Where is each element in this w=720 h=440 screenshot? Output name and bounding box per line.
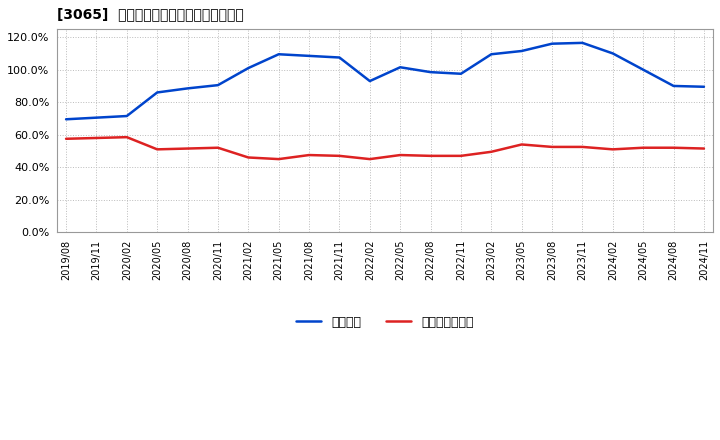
- 固定比率: [62, 117, 71, 122]
- 固定長期適合率: [122, 135, 131, 140]
- 固定比率: [608, 51, 617, 56]
- 固定長期適合率: [670, 145, 678, 150]
- 固定比率: [122, 114, 131, 119]
- 固定比率: [214, 83, 222, 88]
- 固定比率: [670, 83, 678, 88]
- 固定長期適合率: [487, 149, 495, 154]
- 固定比率: [305, 53, 313, 59]
- 固定長期適合率: [274, 157, 283, 162]
- 固定長期適合率: [396, 152, 405, 158]
- 固定長期適合率: [244, 155, 253, 160]
- 固定長期適合率: [639, 145, 647, 150]
- 固定長期適合率: [456, 153, 465, 158]
- 固定長期適合率: [214, 145, 222, 150]
- 固定比率: [548, 41, 557, 46]
- 固定長期適合率: [518, 142, 526, 147]
- 固定比率: [487, 51, 495, 57]
- 固定長期適合率: [366, 157, 374, 162]
- 固定比率: [184, 86, 192, 91]
- Legend: 固定比率, 固定長期適合率: 固定比率, 固定長期適合率: [296, 316, 474, 329]
- 固定長期適合率: [426, 153, 435, 158]
- 固定長期適合率: [62, 136, 71, 141]
- 固定比率: [366, 78, 374, 84]
- 固定長期適合率: [608, 147, 617, 152]
- 固定比率: [456, 71, 465, 77]
- 固定比率: [335, 55, 343, 60]
- 固定比率: [274, 51, 283, 57]
- Line: 固定比率: 固定比率: [66, 43, 704, 119]
- 固定長期適合率: [548, 144, 557, 150]
- 固定比率: [700, 84, 708, 89]
- 固定長期適合率: [305, 152, 313, 158]
- 固定長期適合率: [700, 146, 708, 151]
- 固定長期適合率: [578, 144, 587, 150]
- 固定比率: [518, 48, 526, 54]
- 固定長期適合率: [92, 136, 101, 141]
- 固定長期適合率: [335, 153, 343, 158]
- 固定比率: [153, 90, 161, 95]
- 固定比率: [639, 67, 647, 72]
- 固定比率: [396, 65, 405, 70]
- Text: [3065]  固定比率、固定長期適合率の推移: [3065] 固定比率、固定長期適合率の推移: [57, 7, 243, 21]
- 固定長期適合率: [184, 146, 192, 151]
- 固定比率: [578, 40, 587, 45]
- 固定比率: [244, 66, 253, 71]
- Line: 固定長期適合率: 固定長期適合率: [66, 137, 704, 159]
- 固定比率: [92, 115, 101, 120]
- 固定長期適合率: [153, 147, 161, 152]
- 固定比率: [426, 70, 435, 75]
